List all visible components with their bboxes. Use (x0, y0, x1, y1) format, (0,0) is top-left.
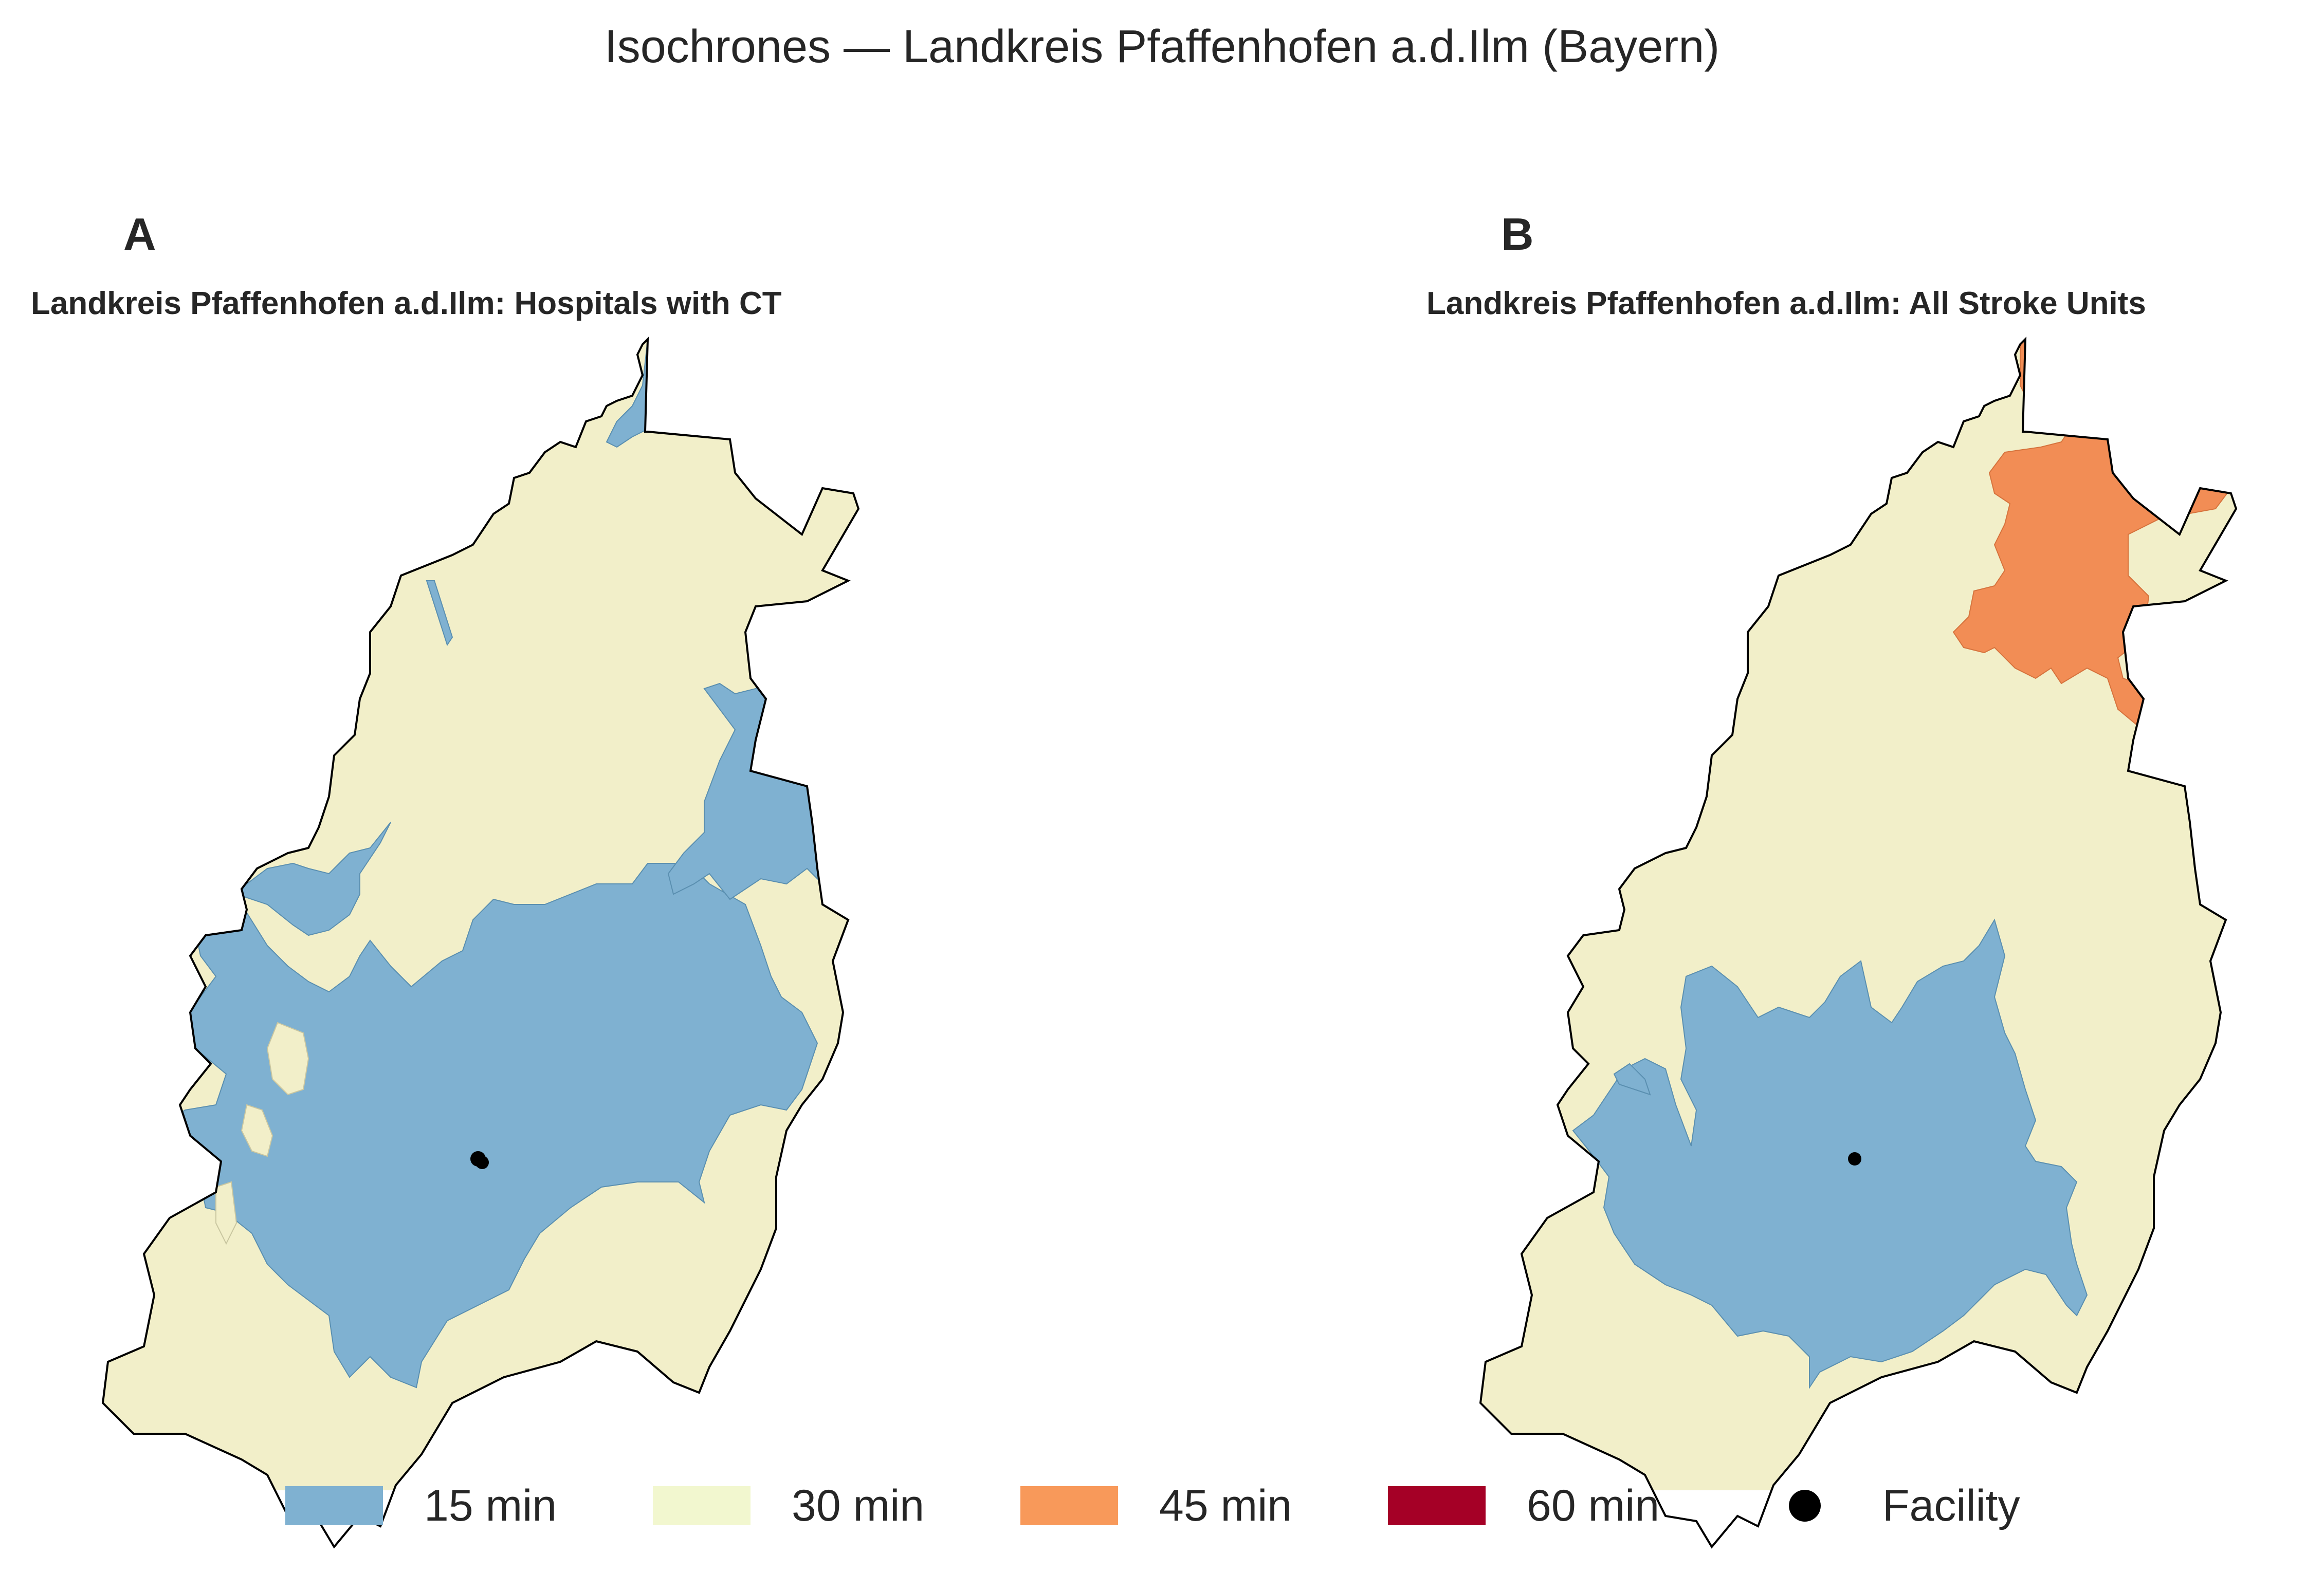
panel-a-facility-marker-2 (475, 1156, 489, 1169)
panel-b-zone-15min-west (1613, 1063, 1651, 1096)
panel-a-zone-15min-stream (426, 580, 453, 646)
legend-label-60min: 60 min (1527, 1481, 1660, 1530)
panel-a-zone-30min-pocket-3 (215, 1181, 237, 1245)
legend-item-30min: 30 min (653, 1475, 924, 1537)
legend-label-30min: 30 min (792, 1481, 925, 1530)
panel-b-facility-marker (1848, 1152, 1861, 1166)
legend-swatch-30min (653, 1486, 751, 1525)
legend-swatch-45min (1020, 1486, 1118, 1525)
panel-b-zone-15min (1572, 918, 2088, 1390)
legend-item-facility: Facility (1789, 1475, 2020, 1537)
legend-label-facility: Facility (1882, 1481, 2020, 1530)
legend-item-15min: 15 min (285, 1475, 557, 1537)
panel-a-letter: A (123, 209, 156, 260)
legend-swatch-15min (285, 1486, 383, 1525)
panel-a-title: Landkreis Pfaffenhofen a.d.Ilm: Hospital… (31, 286, 782, 321)
panel-a-zone-30min (103, 339, 858, 1490)
legend-swatch-60min (1388, 1486, 1486, 1525)
legend: 15 min 30 min 45 min 60 min Facility (0, 1475, 2324, 1537)
panel-b-letter: B (1501, 209, 1534, 260)
panel-a-zone-30min-pocket-1 (266, 1022, 309, 1096)
panel-a-map (102, 338, 859, 1548)
panel-b-title: Landkreis Pfaffenhofen a.d.Ilm: All Stro… (1426, 286, 2146, 321)
legend-item-60min: 60 min (1388, 1475, 1659, 1537)
facility-dot-icon (1789, 1490, 1821, 1522)
panel-a-zone-30min-pocket-2 (241, 1104, 273, 1157)
panel-a-zone-15min-northwest (195, 822, 391, 936)
figure-title: Isochrones — Landkreis Pfaffenhofen a.d.… (604, 21, 1720, 72)
legend-label-15min: 15 min (424, 1481, 557, 1530)
legend-item-45min: 45 min (1020, 1475, 1292, 1537)
panel-b-map (1479, 338, 2237, 1548)
legend-label-45min: 45 min (1159, 1481, 1292, 1530)
